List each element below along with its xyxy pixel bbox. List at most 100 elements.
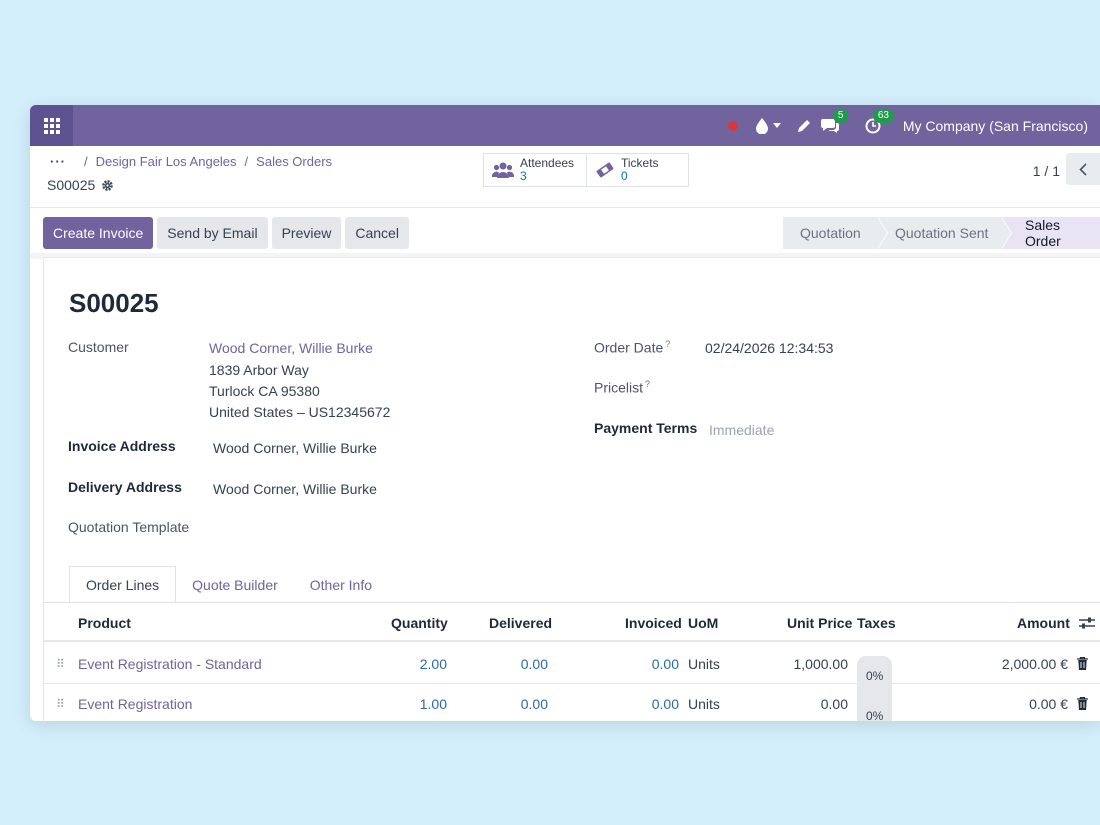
tab-quote-builder[interactable]: Quote Builder	[192, 576, 278, 593]
chat-icon	[820, 119, 839, 133]
pager-previous-button[interactable]	[1066, 153, 1100, 185]
tax-badge[interactable]: 0% EX G	[857, 696, 893, 721]
col-uom[interactable]: UoM	[688, 615, 719, 631]
cancel-button[interactable]: Cancel	[345, 217, 409, 249]
order-lines-header: Product Quantity Delivered Invoiced UoM …	[44, 604, 1100, 642]
chevron-left-icon	[1079, 162, 1087, 176]
attendees-count: 3	[520, 169, 527, 183]
breadcrumb-event[interactable]: Design Fair Los Angeles	[95, 154, 237, 169]
droplet-icon	[755, 117, 768, 134]
create-invoice-button[interactable]: Create Invoice	[43, 217, 154, 249]
attendees-label: Attendees	[520, 156, 575, 170]
sales-order-window: 5 63 My Company (San Francisco) ··· / De…	[30, 105, 1100, 721]
tickets-count: 0	[621, 169, 628, 183]
stage-sales-order[interactable]: Sales Order	[1001, 217, 1100, 249]
order-date-field[interactable]: 02/24/2026 12:34:53	[705, 340, 834, 356]
tickets-label: Tickets	[621, 156, 659, 170]
company-switcher[interactable]: My Company (San Francisco)	[902, 117, 1088, 134]
pricelist-label: Pricelist?	[594, 379, 650, 396]
delivery-address-label: Delivery Address	[68, 479, 182, 495]
stage-quotation[interactable]: Quotation	[783, 217, 888, 249]
notebook-tabs: Order Lines Quote Builder Other Info	[69, 566, 388, 603]
payment-terms-field[interactable]: Immediate	[709, 422, 775, 438]
send-by-email-button[interactable]: Send by Email	[157, 217, 268, 249]
customer-country: United States – US12345672	[209, 404, 391, 420]
row-uom[interactable]: Units	[688, 656, 720, 672]
row-invoiced[interactable]: 0.00	[651, 696, 679, 712]
caret-down-icon	[772, 122, 781, 128]
row-uom[interactable]: Units	[688, 696, 720, 712]
order-date-label: Order Date?	[594, 339, 670, 356]
breadcrumb-more-icon[interactable]: ···	[50, 154, 66, 169]
top-navbar: 5 63 My Company (San Francisco)	[30, 105, 1100, 146]
payment-terms-label: Payment Terms	[594, 420, 698, 436]
col-taxes[interactable]: Taxes	[857, 615, 896, 631]
users-icon	[492, 162, 514, 178]
col-unit-price[interactable]: Unit Price	[787, 615, 853, 631]
app-menu-button[interactable]	[30, 105, 73, 146]
stage-quotation-label: Quotation	[800, 225, 861, 241]
preview-button[interactable]: Preview	[271, 217, 342, 249]
order-date-label-text: Order Date	[594, 339, 664, 356]
tickets-smart-button[interactable]: Tickets 0	[587, 154, 688, 186]
row-product[interactable]: Event Registration - Standard	[78, 656, 262, 672]
record-name: S00025	[47, 177, 114, 193]
pricelist-label-text: Pricelist	[594, 379, 644, 396]
messages-badge: 5	[832, 109, 849, 123]
stage-quotation-sent-label: Quotation Sent	[895, 225, 989, 241]
trash-icon[interactable]	[1077, 656, 1088, 670]
tab-other-info[interactable]: Other Info	[309, 576, 373, 593]
col-product[interactable]: Product	[78, 615, 131, 631]
row-product[interactable]: Event Registration	[78, 696, 193, 712]
customer-street: 1839 Arbor Way	[209, 362, 309, 378]
breadcrumb: ··· / Design Fair Los Angeles / Sales Or…	[50, 154, 333, 169]
col-amount[interactable]: Amount	[1017, 615, 1070, 631]
gear-icon[interactable]	[101, 179, 114, 192]
row-invoiced[interactable]: 0.00	[651, 656, 679, 672]
customer-label: Customer	[68, 339, 129, 355]
record-indicator-icon[interactable]	[727, 120, 738, 131]
activities-badge: 63	[872, 108, 894, 123]
drag-handle-icon[interactable]: ⠿	[56, 657, 65, 671]
customer-field[interactable]: Wood Corner, Willie Burke	[209, 340, 373, 356]
stage-sales-order-label: Sales Order	[1025, 217, 1061, 249]
drag-handle-icon[interactable]: ⠿	[56, 697, 65, 711]
invoice-address-field[interactable]: Wood Corner, Willie Burke	[213, 440, 377, 456]
row-unit-price[interactable]: 1,000.00	[793, 656, 849, 672]
record-name-label: S00025	[47, 177, 96, 193]
trash-icon[interactable]	[1077, 696, 1088, 710]
smart-buttons: Attendees 3 Tickets 0	[483, 153, 689, 187]
row-amount: 2,000.00 €	[1001, 656, 1068, 672]
status-bar: Quotation Quotation Sent Sales Order	[783, 217, 1100, 249]
action-buttons: Create Invoice Send by Email Preview Can…	[43, 217, 409, 249]
ticket-icon	[596, 162, 614, 178]
col-quantity[interactable]: Quantity	[391, 615, 448, 631]
table-row[interactable]: ⠿ Event Registration - Standard 2.00 0.0…	[44, 644, 1100, 721]
pager-value[interactable]: 1 / 1	[1032, 163, 1060, 179]
row-delivered[interactable]: 0.00	[520, 696, 548, 712]
invoice-address-label: Invoice Address	[68, 438, 176, 454]
row-quantity[interactable]: 1.00	[419, 696, 447, 712]
tab-order-lines[interactable]: Order Lines	[69, 566, 177, 603]
row-quantity[interactable]: 2.00	[419, 656, 447, 672]
col-delivered[interactable]: Delivered	[489, 615, 553, 631]
form-sheet: S00025 Customer Wood Corner, Willie Burk…	[43, 257, 1100, 721]
row-unit-price[interactable]: 0.00	[820, 696, 848, 712]
col-invoiced[interactable]: Invoiced	[625, 615, 682, 631]
grid-icon	[43, 117, 60, 134]
delivery-address-field[interactable]: Wood Corner, Willie Burke	[213, 481, 377, 497]
column-settings-icon[interactable]	[1079, 616, 1095, 630]
order-date-help-icon[interactable]: ?	[665, 339, 671, 349]
stage-quotation-sent[interactable]: Quotation Sent	[877, 217, 1012, 249]
messages-button[interactable]: 5	[820, 109, 849, 133]
edit-button[interactable]	[797, 119, 811, 133]
droplet-dropdown-button[interactable]	[755, 117, 781, 134]
table-row[interactable]: ⠿ Event Registration 1.00 0.00 0.00 Unit…	[44, 684, 1100, 721]
breadcrumb-sales-orders[interactable]: Sales Orders	[256, 154, 333, 169]
customer-city: Turlock CA 95380	[209, 383, 320, 399]
pricelist-help-icon[interactable]: ?	[645, 379, 651, 389]
row-delivered[interactable]: 0.00	[520, 656, 548, 672]
attendees-smart-button[interactable]: Attendees 3	[484, 154, 587, 186]
row-amount: 0.00 €	[1029, 696, 1068, 712]
activities-button[interactable]: 63	[865, 108, 894, 134]
